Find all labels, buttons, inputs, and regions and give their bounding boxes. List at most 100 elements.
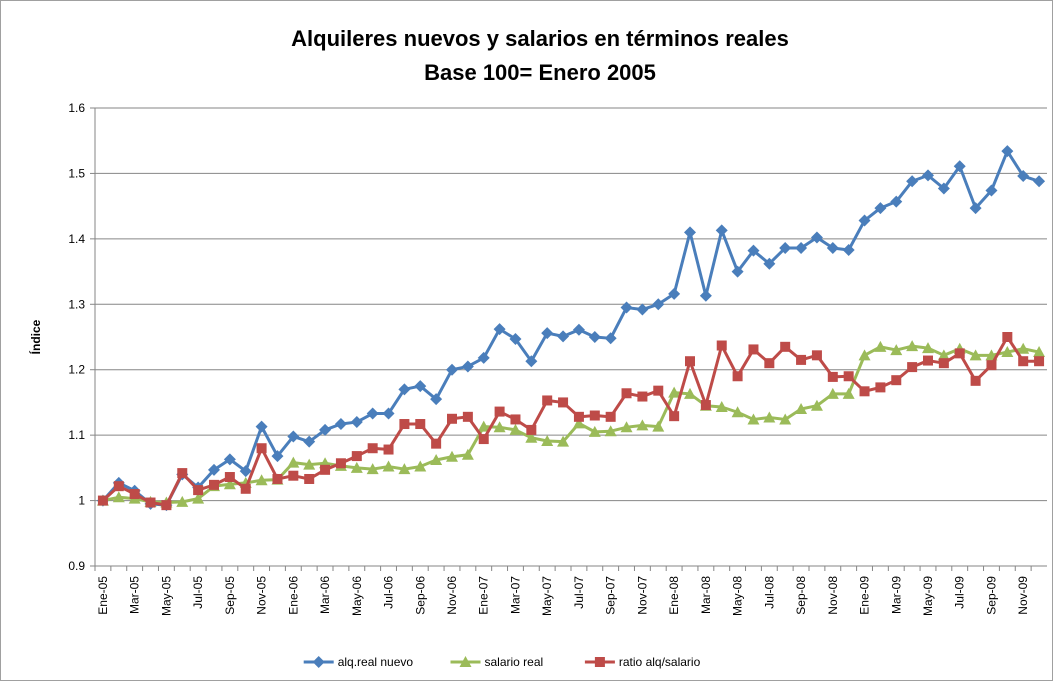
data-point — [747, 413, 760, 425]
x-tick-label: May-06 — [350, 576, 364, 616]
x-tick-label: May-07 — [540, 576, 554, 616]
data-point — [604, 425, 617, 437]
data-point — [1017, 342, 1030, 354]
data-point — [367, 443, 378, 454]
legend-marker — [312, 656, 325, 668]
data-point — [937, 349, 950, 361]
data-point — [399, 419, 410, 430]
x-tick-label: May-08 — [731, 576, 745, 616]
x-tick-label: Ene-06 — [286, 576, 300, 615]
data-point — [461, 360, 474, 373]
data-point — [795, 242, 808, 255]
data-point — [969, 349, 982, 361]
x-tick-label: Sep-08 — [794, 576, 808, 615]
x-tick-label: Jul-05 — [191, 576, 205, 609]
data-point — [477, 420, 490, 432]
data-point — [699, 289, 712, 302]
data-point — [669, 411, 680, 422]
x-tick-label: May-05 — [159, 576, 173, 616]
x-tick-label: Nov-05 — [255, 576, 269, 615]
x-tick-label: Sep-06 — [413, 576, 427, 615]
data-point — [382, 460, 395, 472]
data-point — [288, 470, 299, 481]
data-point — [1034, 356, 1045, 367]
data-point — [732, 371, 743, 382]
data-point — [129, 489, 140, 500]
data-point — [430, 454, 443, 466]
data-point — [874, 202, 887, 215]
data-point — [763, 257, 776, 270]
data-point — [414, 460, 427, 472]
x-tick-label: Mar-06 — [318, 576, 332, 614]
data-point — [700, 400, 711, 411]
data-point — [685, 356, 695, 367]
data-point — [652, 420, 665, 432]
data-point — [287, 430, 300, 443]
chart-title: Alquileres nuevos y salarios en términos… — [291, 26, 789, 51]
data-point — [1002, 332, 1013, 342]
data-point — [858, 349, 871, 361]
data-point — [716, 340, 727, 351]
data-point — [572, 323, 585, 336]
x-tick-label: Nov-08 — [826, 576, 840, 615]
data-point — [350, 416, 363, 429]
data-point — [382, 407, 395, 420]
data-point — [366, 407, 379, 420]
legend-marker — [594, 657, 605, 667]
y-tick-label: 1.1 — [68, 428, 85, 442]
data-point — [875, 382, 886, 393]
data-point — [826, 242, 839, 255]
data-point — [255, 474, 268, 486]
x-tick-label: Jul-07 — [572, 576, 586, 609]
data-point — [335, 458, 346, 469]
data-point — [637, 391, 648, 402]
data-point — [604, 332, 617, 345]
data-point — [271, 450, 284, 463]
data-point — [588, 425, 601, 437]
data-point — [462, 411, 473, 422]
data-point — [272, 473, 283, 484]
data-point — [621, 388, 632, 399]
data-point — [303, 435, 316, 448]
x-tick-label: Mar-09 — [889, 576, 903, 614]
x-tick-label: Jul-09 — [953, 576, 967, 609]
data-point — [398, 383, 411, 396]
data-point — [223, 478, 236, 490]
x-tick-label: Mar-07 — [508, 576, 522, 614]
data-point — [954, 348, 965, 359]
legend-label: ratio alq/salario — [619, 655, 701, 669]
data-point — [890, 344, 903, 356]
data-point — [970, 375, 981, 386]
data-point — [1001, 145, 1014, 158]
data-point — [843, 371, 854, 382]
data-point — [636, 303, 649, 316]
data-point — [906, 340, 919, 352]
data-point — [304, 473, 315, 484]
data-point — [842, 243, 855, 256]
data-point — [493, 323, 506, 336]
data-point — [509, 332, 522, 345]
data-point — [209, 479, 219, 490]
data-point — [684, 387, 696, 399]
legend-label: salario real — [485, 655, 544, 669]
data-point — [731, 265, 744, 278]
data-point — [415, 419, 426, 430]
data-point — [1033, 346, 1046, 358]
y-tick-label: 1.4 — [68, 232, 85, 246]
data-point — [398, 463, 411, 475]
data-point — [842, 387, 855, 399]
data-point — [350, 461, 363, 473]
data-point — [541, 435, 554, 447]
data-point — [223, 453, 236, 466]
y-tick-label: 1.5 — [68, 166, 85, 180]
data-point — [652, 298, 665, 311]
data-point — [668, 386, 681, 398]
data-point — [113, 481, 124, 492]
data-point — [636, 419, 649, 431]
data-point — [827, 371, 838, 382]
data-point — [779, 242, 792, 255]
data-point — [780, 341, 791, 352]
data-point — [858, 214, 871, 227]
data-point — [240, 483, 251, 494]
